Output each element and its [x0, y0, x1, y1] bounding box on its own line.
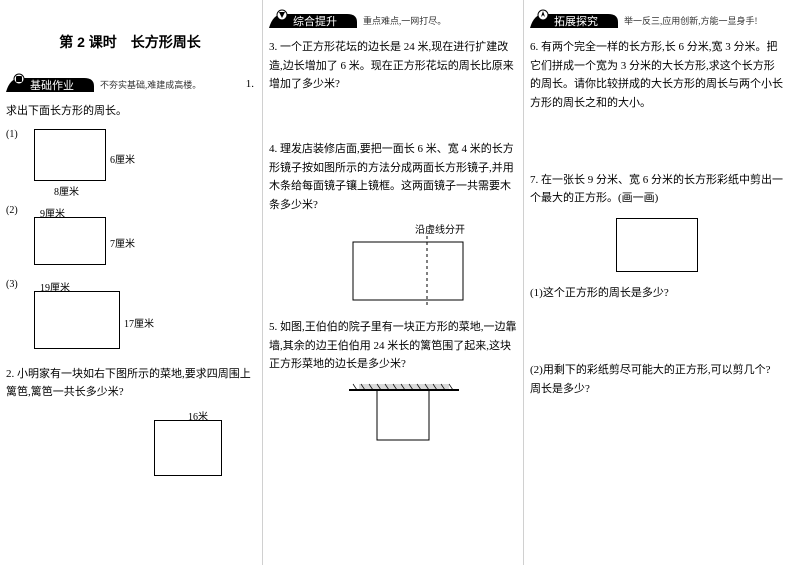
q7-text: 7. 在一张长 9 分米、宽 6 分米的长方形彩纸中剪出一个最大的正方形。(画一…: [530, 171, 784, 208]
banner-text-ext: 拓展探究: [554, 14, 598, 28]
q5-svg: [269, 380, 519, 448]
q2-text: 2. 小明家有一块如右下图所示的菜地,要求四周围上篱笆,篱笆一共长多少米?: [6, 365, 254, 402]
banner-text-basic: 基础作业: [30, 79, 74, 92]
q1-2-h: 7厘米: [110, 235, 135, 250]
q1-2-rect: [34, 217, 106, 265]
q7-rect: [616, 218, 698, 272]
spacer-q6: [530, 119, 784, 171]
column-left: 第 2 课时 长方形周长 基础作业 不夯实基础,难建成高楼。 1. 求出下面长方…: [0, 0, 260, 565]
banner-icon-ext: 拓展探究: [530, 8, 620, 32]
q4-fig: [269, 236, 517, 310]
section-header-basic: 基础作业 不夯实基础,难建成高楼。 1.: [6, 72, 254, 96]
page-title: 第 2 课时 长方形周长: [6, 32, 254, 52]
q6-text: 6. 有两个完全一样的长方形,长 6 分米,宽 3 分米。把它们拼成一个宽为 3…: [530, 38, 784, 113]
q4-note: 沿虚线分开: [269, 221, 465, 236]
banner-icon-basic: 基础作业: [6, 72, 96, 96]
q1-fig2: (2) 9厘米 7厘米: [6, 205, 254, 273]
q1-1-label: (1): [6, 129, 18, 140]
q5-fig: [269, 380, 517, 448]
column-mid: 综合提升 重点难点,一网打尽。 3. 一个正方形花坛的边长是 24 米,现在进行…: [262, 0, 524, 565]
q1-fig3: (3) 19厘米 17厘米: [6, 279, 254, 355]
q1-1-rect: [34, 129, 106, 181]
banner-text-mid: 综合提升: [293, 14, 337, 28]
q1-3-h: 17厘米: [124, 315, 154, 330]
q1-2-label: (2): [6, 205, 18, 216]
q1-1-w: 8厘米: [54, 183, 79, 198]
section-header-mid: 综合提升 重点难点,一网打尽。: [269, 8, 517, 32]
spacer-q3: [269, 100, 517, 140]
q4-text: 4. 理发店装修店面,要把一面长 6 米、宽 4 米的长方形镜子按如图所示的方法…: [269, 140, 517, 215]
banner-sub-mid: 重点难点,一网打尽。: [363, 14, 446, 27]
q2-fig: 16米: [6, 408, 254, 480]
q1-number: 1.: [246, 78, 254, 90]
section-header-ext: 拓展探究 举一反三,应用创新,方能一显身手!: [530, 8, 784, 32]
q3-text: 3. 一个正方形花坛的边长是 24 米,现在进行扩建改造,边长增加了 6 米。现…: [269, 38, 517, 94]
spacer-q7: [530, 309, 784, 361]
q1-text: 求出下面长方形的周长。: [6, 102, 254, 121]
banner-sub-basic: 不夯实基础,难建成高楼。: [100, 78, 201, 91]
q5-text: 5. 如图,王伯伯的院子里有一块正方形的菜地,一边靠墙,其余的边王伯伯用 24 …: [269, 318, 517, 374]
banner-sub-ext: 举一反三,应用创新,方能一显身手!: [624, 14, 758, 27]
q1-1-h: 6厘米: [110, 151, 135, 166]
q1-3-rect: [34, 291, 120, 349]
q2-rect: [154, 420, 222, 476]
q4-svg: [269, 236, 519, 310]
column-right: 拓展探究 举一反三,应用创新,方能一显身手! 6. 有两个完全一样的长方形,长 …: [524, 0, 790, 565]
q1-3-label: (3): [6, 279, 18, 290]
q7-1-text: (1)这个正方形的周长是多少?: [530, 284, 784, 303]
banner-icon-mid: 综合提升: [269, 8, 359, 32]
q7-fig: [530, 214, 784, 278]
q7-2-text: (2)用剩下的彩纸剪尽可能大的正方形,可以剪几个? 周长是多少?: [530, 361, 784, 398]
q1-fig1: (1) 6厘米 8厘米: [6, 127, 254, 199]
